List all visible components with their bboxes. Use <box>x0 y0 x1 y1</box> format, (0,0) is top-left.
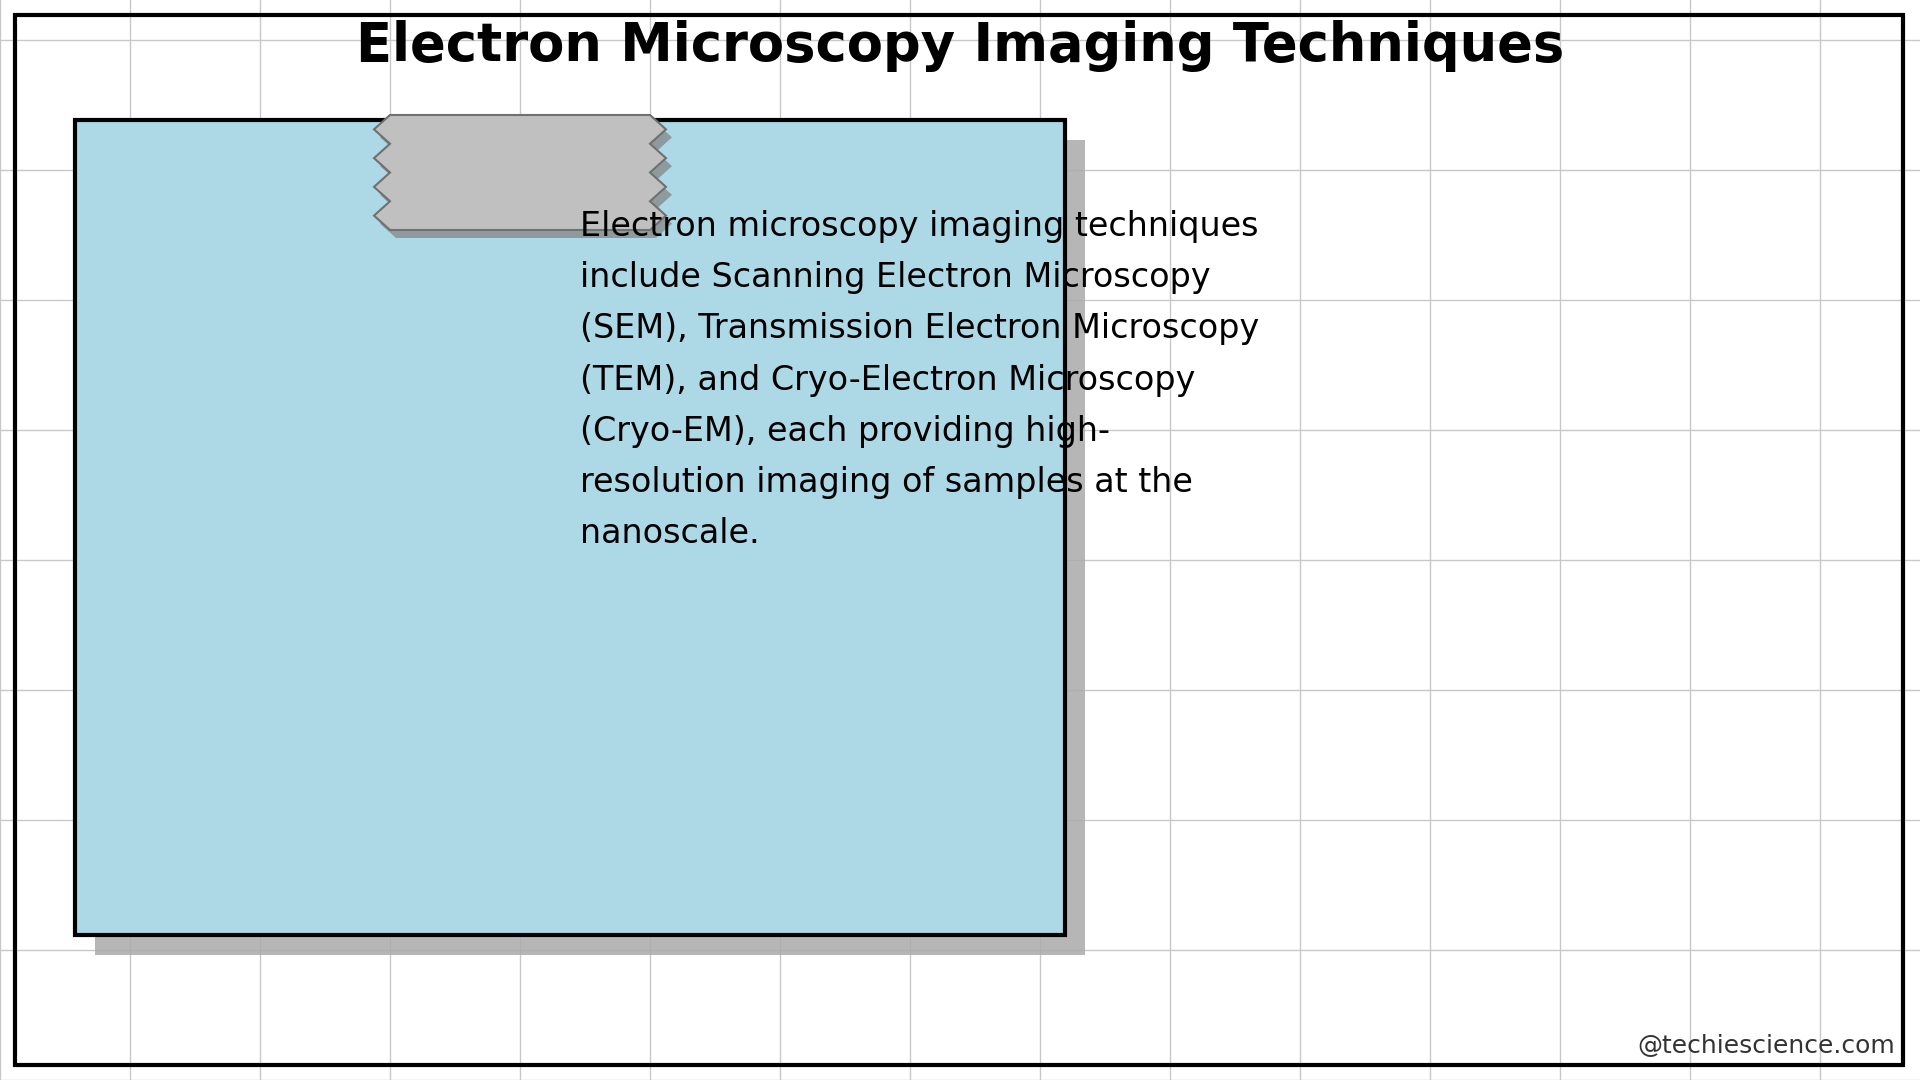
Text: @techiescience.com: @techiescience.com <box>1638 1034 1895 1058</box>
Polygon shape <box>374 114 666 230</box>
Polygon shape <box>380 123 672 238</box>
FancyBboxPatch shape <box>94 140 1085 955</box>
Text: Electron microscopy imaging techniques
include Scanning Electron Microscopy
(SEM: Electron microscopy imaging techniques i… <box>580 210 1260 550</box>
FancyBboxPatch shape <box>75 120 1066 935</box>
Text: Electron Microscopy Imaging Techniques: Electron Microscopy Imaging Techniques <box>355 21 1565 72</box>
